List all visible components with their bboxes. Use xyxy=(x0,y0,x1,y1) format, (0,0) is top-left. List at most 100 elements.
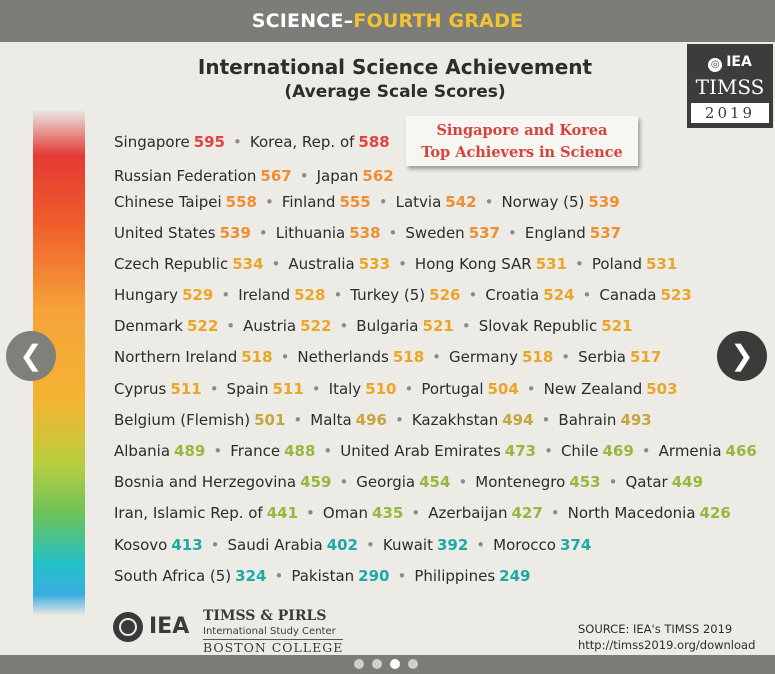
country-entry: North Macedonia 426 xyxy=(568,504,731,522)
country-entry: Bahrain 493 xyxy=(558,411,651,429)
callout-line-1: Singapore and Korea xyxy=(436,122,608,139)
country-score: 413 xyxy=(171,536,203,554)
source-line-2: http://timss2019.org/download xyxy=(578,638,756,652)
logo-iea: IEA xyxy=(149,614,190,639)
country-name: Poland xyxy=(591,255,642,273)
country-score: 533 xyxy=(358,255,391,273)
country-score: 526 xyxy=(429,286,461,304)
iea-globe-icon xyxy=(113,612,143,642)
country-score: 511 xyxy=(272,380,304,398)
carousel-dot-2[interactable] xyxy=(372,659,382,669)
header-bar: SCIENCE–FOURTH GRADE xyxy=(0,0,775,42)
country-name: Netherlands xyxy=(297,348,389,366)
country-name: Philippines xyxy=(414,567,496,585)
country-entry: Korea, Rep. of 588 xyxy=(250,133,390,151)
country-entry: Saudi Arabia 402 xyxy=(228,536,359,554)
previous-slide-button[interactable]: ❮ xyxy=(6,331,56,381)
country-name: Australia xyxy=(288,255,355,273)
country-name: Korea, Rep. of xyxy=(249,133,355,151)
country-entry: Kuwait 392 xyxy=(383,536,468,554)
country-score: 494 xyxy=(502,411,534,429)
country-entry: Iran, Islamic Rep. of 441 xyxy=(114,504,298,522)
country-entry: Latvia 542 xyxy=(396,193,477,211)
score-row: Bosnia and Herzegovina 459 • Georgia 454 • Mon… xyxy=(114,473,703,491)
country-entry: Poland 531 xyxy=(592,255,677,273)
separator-dot: • xyxy=(476,536,486,554)
country-score: 558 xyxy=(225,193,257,211)
country-entry: Azerbaijan 427 xyxy=(428,504,543,522)
country-score: 427 xyxy=(511,504,543,522)
score-row: Cyprus 511 • Spain 511 • Italy 510 • Portugal 504 •… xyxy=(114,380,678,398)
country-score: 426 xyxy=(699,504,731,522)
carousel-dot-4[interactable] xyxy=(408,659,418,669)
country-entry: Chile 469 xyxy=(561,442,634,460)
score-row: Northern Ireland 518 • Netherlands 518 • Germa… xyxy=(114,348,661,366)
carousel-bar xyxy=(0,655,775,674)
separator-dot: • xyxy=(398,255,407,273)
country-entry: Hungary 529 xyxy=(114,286,213,304)
country-score: 539 xyxy=(588,193,620,211)
separator-dot: • xyxy=(404,380,414,398)
country-name: Kuwait xyxy=(382,536,433,554)
header-title: SCIENCE–FOURTH GRADE xyxy=(252,10,524,32)
country-score: 374 xyxy=(559,536,592,554)
country-score: 537 xyxy=(468,224,500,242)
country-score: 522 xyxy=(186,317,219,335)
header-grade: FOURTH GRADE xyxy=(353,10,524,32)
country-score: 555 xyxy=(339,193,371,211)
country-entry: Belgium (Flemish) 501 xyxy=(114,411,285,429)
country-score: 459 xyxy=(300,473,332,491)
country-score: 466 xyxy=(725,442,757,460)
country-name: Albania xyxy=(114,442,171,460)
callout-line-2: Top Achievers in Science xyxy=(421,144,623,161)
next-slide-button[interactable]: ❯ xyxy=(717,331,767,381)
country-name: Latvia xyxy=(395,193,442,211)
country-entry: Slovak Republic 521 xyxy=(479,317,633,335)
country-entry: Spain 511 xyxy=(227,380,304,398)
country-entry: Cyprus 511 xyxy=(114,380,202,398)
country-name: Germany xyxy=(449,348,518,366)
separator-dot: • xyxy=(280,348,290,366)
separator-dot: • xyxy=(541,411,551,429)
country-name: Malta xyxy=(310,411,352,429)
carousel-dot-1[interactable] xyxy=(354,659,364,669)
country-name: Chile xyxy=(560,442,599,460)
country-name: New Zealand xyxy=(543,380,643,398)
carousel-dot-3[interactable] xyxy=(390,659,400,669)
chevron-right-icon: ❯ xyxy=(730,339,754,372)
country-entry: Armenia 466 xyxy=(659,442,757,460)
country-score: 562 xyxy=(362,167,394,185)
country-name: Serbia xyxy=(578,348,626,366)
iea-timss-pirls-logo: IEA TIMSS & PIRLS International Study Ce… xyxy=(113,608,353,655)
country-name: France xyxy=(230,442,281,460)
country-score: 324 xyxy=(235,567,267,585)
country-entry: Chinese Taipei 558 xyxy=(114,193,257,211)
country-name: Northern Ireland xyxy=(114,348,238,366)
country-entry: Hong Kong SAR 531 xyxy=(415,255,567,273)
source-note: SOURCE: IEA's TIMSS 2019 http://timss201… xyxy=(578,621,755,653)
country-name: Bahrain xyxy=(558,411,617,429)
separator-dot: • xyxy=(271,255,281,273)
country-score: 567 xyxy=(260,167,292,185)
country-name: Lithuania xyxy=(275,224,346,242)
separator-dot: • xyxy=(213,442,223,460)
country-name: Azerbaijan xyxy=(428,504,508,522)
country-name: Turkey (5) xyxy=(350,286,426,304)
country-name: Russian Federation xyxy=(114,167,257,185)
country-entry: Netherlands 518 xyxy=(297,348,424,366)
badge-org: ◎ IEA xyxy=(687,54,773,72)
country-name: Morocco xyxy=(493,536,556,554)
separator-dot: • xyxy=(274,567,284,585)
separator-dot: • xyxy=(641,442,651,460)
country-entry: Norway (5) 539 xyxy=(501,193,619,211)
score-row: Albania 489 • France 488 • United Arab Emirate… xyxy=(114,442,757,460)
source-line-1: SOURCE: IEA's TIMSS 2019 xyxy=(578,622,733,636)
separator-dot: • xyxy=(299,167,309,185)
separator-dot: • xyxy=(293,411,303,429)
country-entry: Russian Federation 567 xyxy=(114,167,292,185)
page-title: International Science Achievement (Avera… xyxy=(160,54,630,104)
country-entry: Sweden 537 xyxy=(405,224,500,242)
country-name: Hungary xyxy=(114,286,179,304)
separator-dot: • xyxy=(582,286,592,304)
country-score: 528 xyxy=(294,286,326,304)
